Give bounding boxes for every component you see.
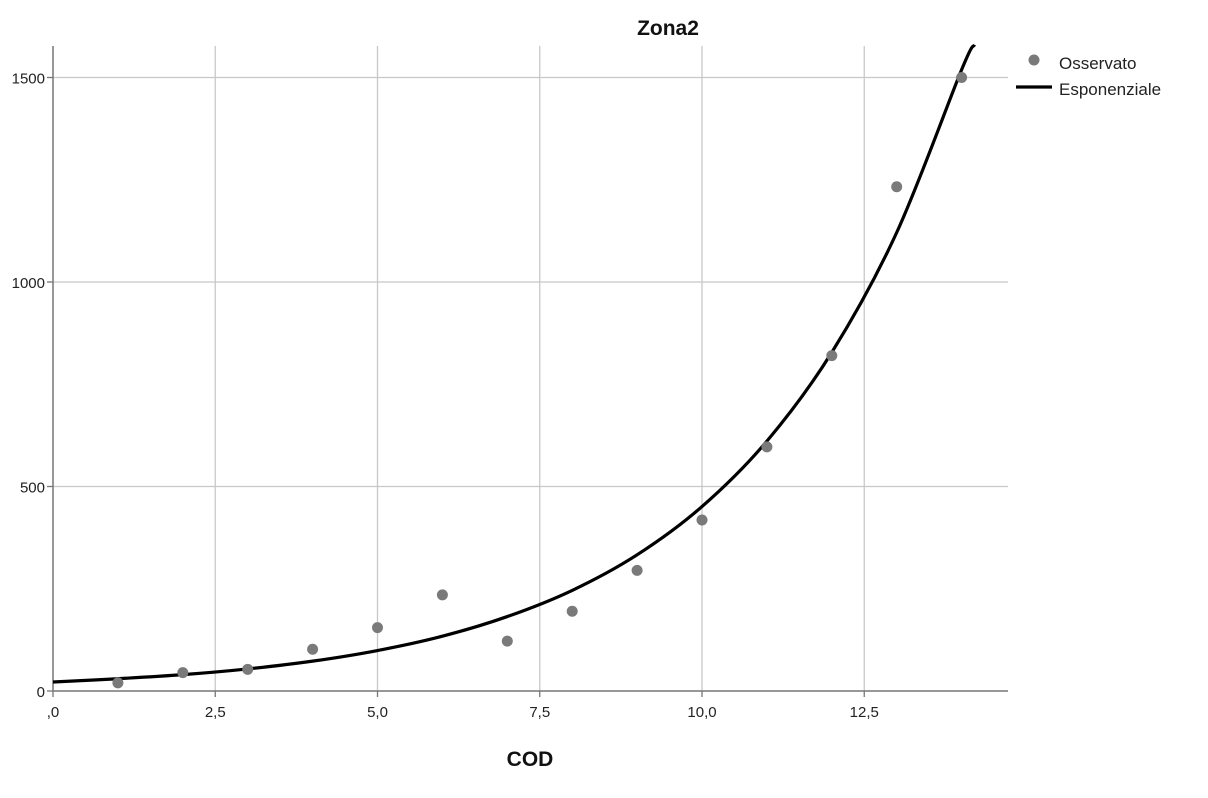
grid (53, 46, 1008, 691)
data-point (242, 663, 254, 675)
y-tick-label: 500 (20, 480, 45, 497)
x-tick-labels: ,0 2,5 5,0 7,5 10,0 12,5 (47, 704, 879, 721)
chart-title: Zona2 (637, 17, 699, 40)
x-axis-label: COD (507, 748, 554, 771)
axes (47, 46, 1008, 697)
data-point (372, 622, 383, 634)
data-point (761, 441, 773, 453)
x-tick-label: 5,0 (367, 704, 388, 721)
legend-marker-observed (1028, 54, 1040, 66)
x-tick-label: ,0 (47, 704, 60, 721)
data-point (631, 564, 643, 576)
data-point (891, 181, 903, 193)
x-tick-label: 7,5 (529, 704, 550, 721)
data-point (566, 605, 578, 617)
x-tick-label: 2,5 (205, 704, 226, 721)
y-tick-label: 0 (37, 684, 45, 701)
data-point (307, 643, 319, 655)
observed-points (112, 72, 968, 689)
data-point (826, 350, 838, 362)
x-tick-label: 10,0 (687, 704, 716, 721)
x-tick-label: 12,5 (850, 704, 879, 721)
y-tick-labels: 0 500 1000 1500 (12, 71, 45, 702)
y-tick-label: 1500 (12, 71, 45, 88)
data-point (112, 677, 124, 689)
data-point (696, 514, 708, 526)
data-point (956, 72, 968, 83)
y-tick-label: 1000 (12, 275, 45, 292)
fit-curve-line (52, 43, 976, 684)
legend-label-fit: Esponenziale (1059, 80, 1161, 99)
data-point (177, 667, 189, 679)
legend: Osservato Esponenziale (1016, 54, 1161, 99)
data-point (436, 589, 448, 601)
legend-label-observed: Osservato (1059, 54, 1136, 73)
data-point (501, 635, 513, 647)
